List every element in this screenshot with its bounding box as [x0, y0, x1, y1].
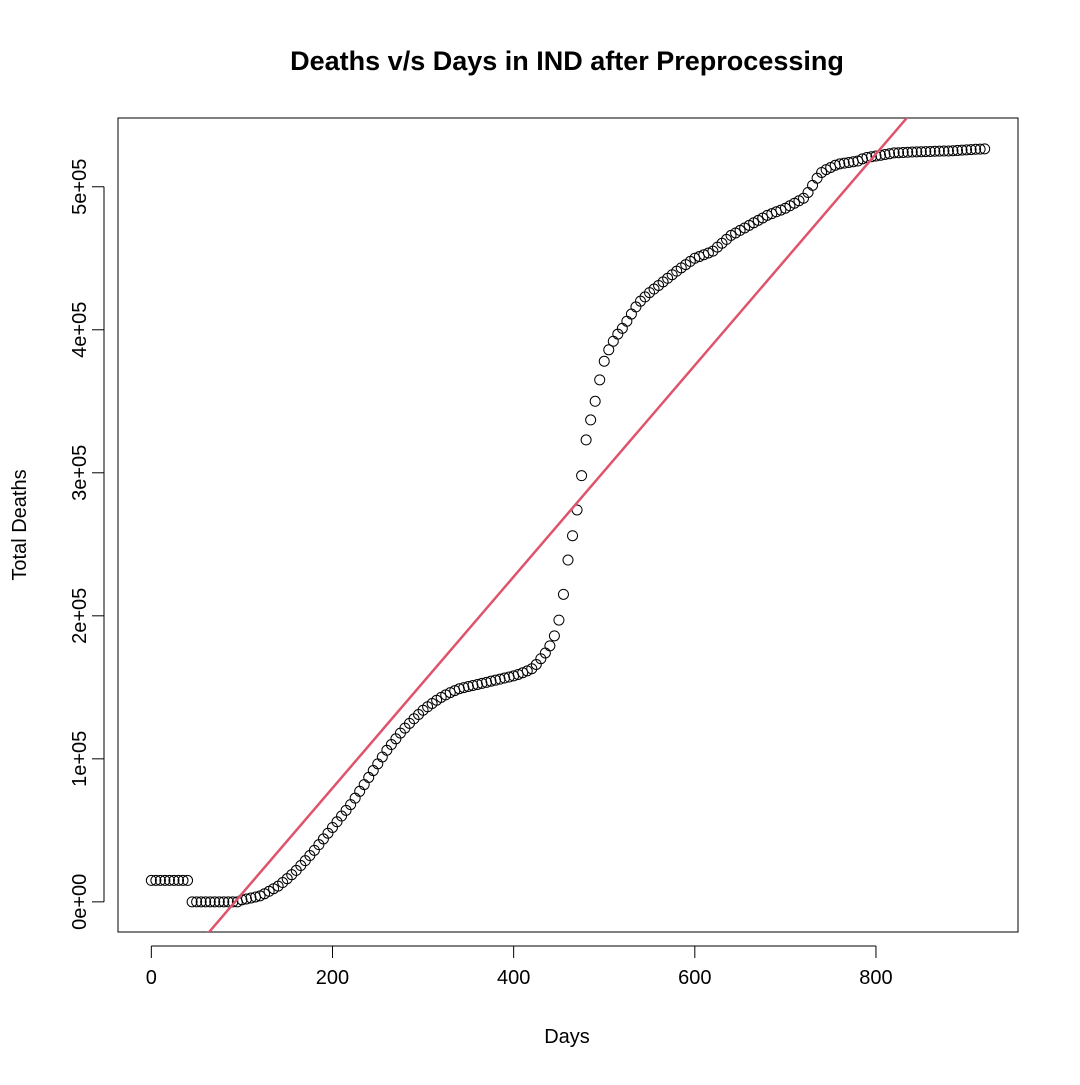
point: [893, 147, 905, 159]
point: [213, 896, 225, 908]
point: [906, 146, 918, 158]
point: [843, 156, 855, 168]
point: [956, 144, 968, 156]
regression-line: [207, 118, 909, 932]
x-tick-label: 600: [678, 967, 711, 989]
point: [150, 874, 162, 886]
point: [177, 874, 189, 886]
point: [173, 874, 185, 886]
point: [594, 374, 606, 386]
point: [553, 614, 565, 626]
point: [942, 145, 954, 157]
point: [218, 896, 230, 908]
point: [603, 344, 615, 356]
x-tick-label: 800: [859, 967, 892, 989]
point: [838, 157, 850, 169]
point: [557, 588, 569, 600]
point: [947, 145, 959, 157]
point: [951, 144, 963, 156]
y-tick-label: 3e+05: [69, 445, 91, 501]
point: [589, 395, 601, 407]
point: [965, 144, 977, 156]
y-tick-label: 4e+05: [69, 302, 91, 358]
point: [970, 143, 982, 155]
chart-title: Deaths v/s Days in IND after Preprocessi…: [290, 46, 844, 76]
point: [585, 414, 597, 426]
point: [974, 143, 986, 155]
point: [879, 148, 891, 160]
point: [544, 640, 556, 652]
point: [186, 896, 198, 908]
point: [961, 144, 973, 156]
point: [902, 146, 914, 158]
point: [200, 896, 212, 908]
plot-frame: [117, 117, 1019, 933]
x-tick-label: 0: [146, 967, 157, 989]
point: [888, 147, 900, 159]
point: [775, 204, 787, 216]
point: [580, 434, 592, 446]
point: [598, 355, 610, 367]
point: [145, 874, 157, 886]
point: [702, 247, 714, 259]
point: [924, 145, 936, 157]
point: [834, 158, 846, 170]
points: [145, 143, 991, 908]
point: [209, 896, 221, 908]
y-tick-label: 0e+00: [69, 874, 91, 930]
point: [884, 148, 896, 160]
point: [168, 874, 180, 886]
point: [576, 470, 588, 482]
point: [567, 530, 579, 542]
point: [933, 145, 945, 157]
y-tick-label: 1e+05: [69, 731, 91, 787]
y-tick-label: 2e+05: [69, 588, 91, 644]
point: [163, 874, 175, 886]
point: [979, 143, 991, 155]
y-tick-label: 5e+05: [69, 159, 91, 215]
x-axis-label: Days: [544, 1026, 590, 1048]
point: [920, 146, 932, 158]
x-tick-label: 200: [316, 967, 349, 989]
point: [154, 874, 166, 886]
point: [897, 146, 909, 158]
point: [562, 554, 574, 566]
point: [195, 896, 207, 908]
x-tick-label: 400: [497, 967, 530, 989]
point: [517, 667, 529, 679]
y-axis-label: Total Deaths: [9, 469, 31, 580]
point: [222, 896, 234, 908]
point: [865, 151, 877, 163]
point: [182, 874, 194, 886]
point: [870, 150, 882, 162]
point: [191, 896, 203, 908]
point: [929, 145, 941, 157]
point: [938, 145, 950, 157]
point: [548, 630, 560, 642]
point: [911, 146, 923, 158]
point: [915, 146, 927, 158]
point: [159, 874, 171, 886]
point: [204, 896, 216, 908]
